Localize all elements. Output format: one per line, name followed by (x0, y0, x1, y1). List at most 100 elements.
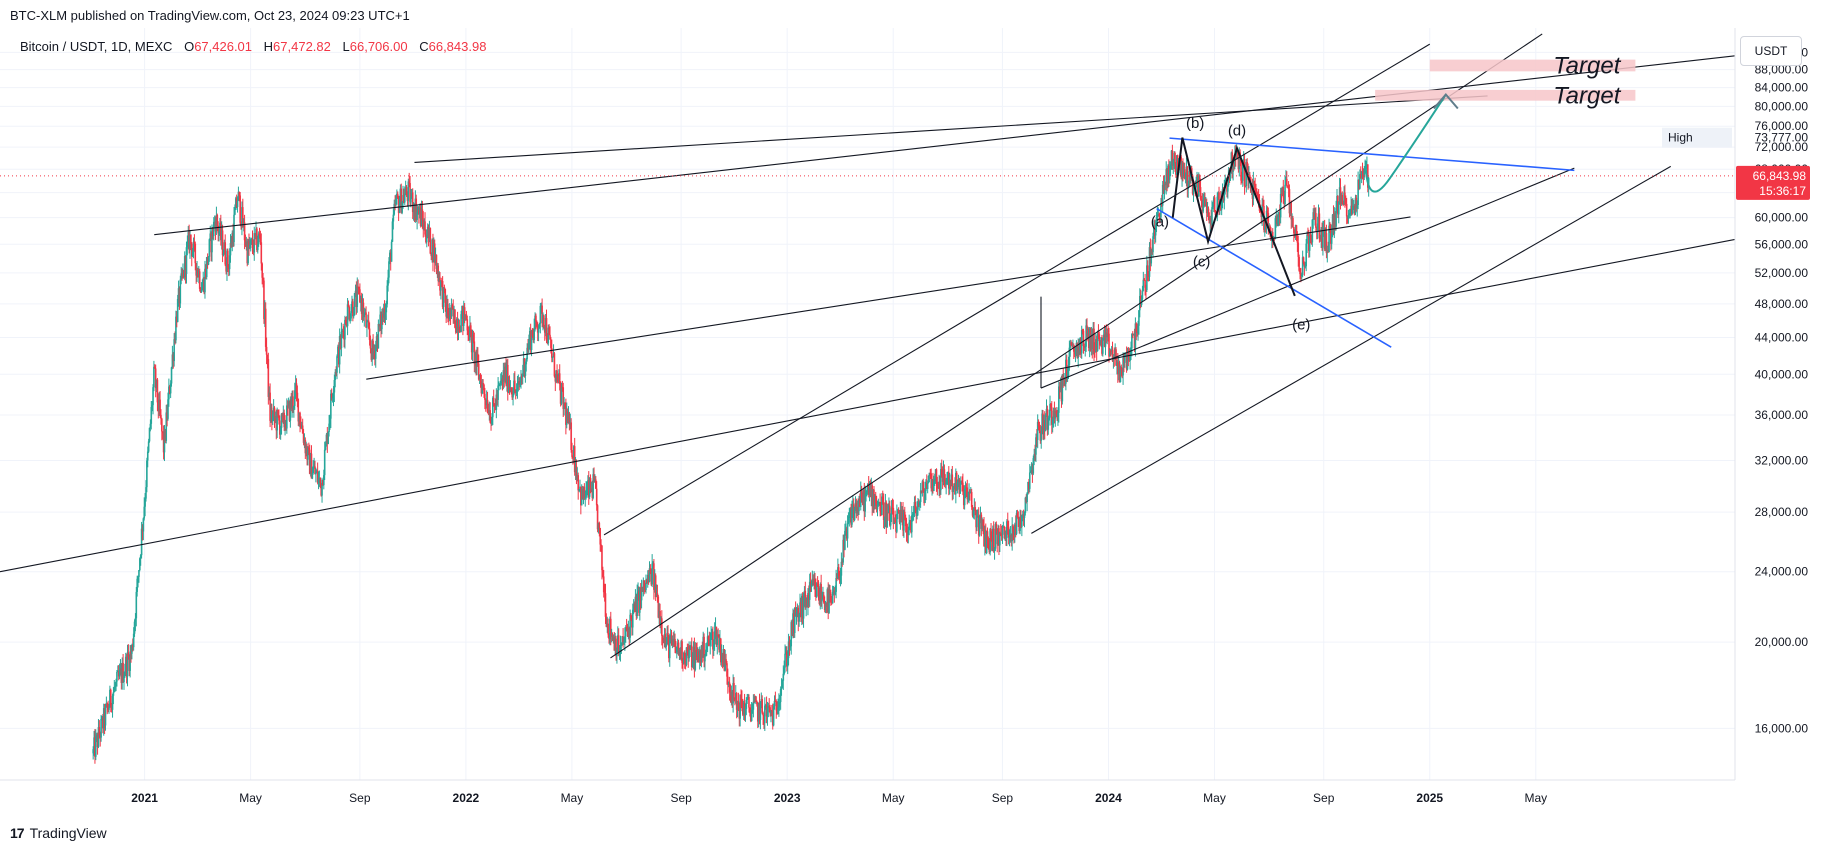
candle-body (190, 243, 193, 257)
tradingview-footer[interactable]: 17 TradingView (10, 825, 107, 841)
candle-body (933, 478, 936, 482)
candle-body (313, 466, 315, 468)
candle-body (680, 641, 682, 659)
currency-button[interactable]: USDT (1740, 36, 1802, 66)
candle-body (317, 478, 320, 483)
candle-body (691, 661, 694, 668)
y-tick-label: 48,000.00 (1755, 297, 1809, 311)
candle-body (315, 470, 318, 473)
candle-body (290, 399, 293, 409)
candle-body (170, 367, 173, 384)
candle-body (694, 650, 697, 670)
candle-body (255, 228, 257, 237)
candle-body (700, 645, 703, 663)
candle-body (1143, 279, 1146, 281)
candle-body (1304, 266, 1307, 268)
symbol-title[interactable]: Bitcoin / USDT, 1D, MEXC (20, 39, 173, 54)
candle-body (374, 344, 377, 359)
candle-body (351, 301, 353, 312)
candle-body (1204, 198, 1206, 206)
annotations: Target Target (a) (b) (c) (d) (e) (0, 52, 1735, 334)
target-zone (1429, 59, 1636, 72)
candle-body (912, 512, 915, 515)
candle-body (181, 273, 183, 276)
candle-body (1255, 189, 1257, 194)
candle-body (315, 472, 317, 475)
candle-body (450, 304, 453, 317)
candle-body (1105, 332, 1108, 338)
candle-body (1279, 193, 1282, 218)
candle-body (274, 415, 277, 419)
candle-body (561, 386, 564, 388)
candle-body (1241, 180, 1243, 182)
candle-body (586, 488, 588, 490)
candle-body (1075, 342, 1078, 348)
candle-body (262, 277, 264, 281)
candle-body (625, 627, 628, 629)
candle-body (1300, 275, 1303, 277)
candle-body (508, 384, 511, 388)
y-tick-label: 24,000.00 (1755, 565, 1809, 579)
candle-body (151, 405, 153, 407)
candle-body (866, 490, 868, 492)
candle-body (597, 522, 600, 530)
candle-body (273, 407, 276, 419)
candle-body (212, 227, 214, 237)
candle-body (738, 709, 741, 719)
candle-body (697, 651, 699, 657)
candle-body (574, 466, 577, 473)
candle-body (356, 286, 359, 308)
candle-body (1024, 497, 1027, 513)
close-label: C (419, 39, 429, 54)
candle-body (591, 488, 594, 498)
high-marker-value: 73,777.00 (1755, 131, 1809, 145)
candle-body (1036, 421, 1039, 440)
candle-body (1136, 332, 1138, 334)
candle-body (1122, 357, 1124, 376)
candle-body (683, 652, 685, 664)
candle-body (179, 279, 182, 304)
candle-body (302, 433, 305, 443)
candle-body (839, 575, 842, 581)
candle-body (1068, 347, 1071, 365)
candle-body (1225, 178, 1227, 180)
candle-body (309, 453, 312, 474)
candle-body (1343, 192, 1345, 205)
y-tick-label: 56,000.00 (1755, 237, 1809, 251)
candle-body (1356, 205, 1359, 209)
x-tick-label: 2025 (1416, 791, 1443, 805)
candle-body (272, 407, 275, 415)
candle-body (471, 334, 474, 353)
time-axis[interactable]: 2021 May Sep 2022 May Sep 2023 May Sep 2024 May Sep… (0, 779, 1735, 805)
candle-body (1050, 403, 1052, 408)
candle-body (1043, 420, 1046, 431)
candle-body (114, 686, 116, 688)
candle-body (153, 366, 155, 388)
candle-body (867, 483, 869, 491)
publish-info: BTC-XLM published on TradingView.com, Oc… (10, 8, 410, 23)
candle-body (580, 486, 582, 506)
candle-body (1080, 338, 1082, 354)
candle-body (944, 482, 947, 485)
candle-body (585, 489, 587, 498)
candle-body (482, 382, 484, 385)
price-axis[interactable]: 92,000.0088,000.0084,000.0080,000.0076,0… (1662, 28, 1810, 780)
candle-body (1120, 366, 1123, 371)
candle-body (1082, 330, 1085, 347)
candle-body (903, 511, 906, 520)
candle-body (926, 482, 929, 489)
candle-body (971, 507, 974, 516)
candle-body (955, 472, 958, 490)
candle-body (1031, 470, 1034, 474)
candle-body (491, 417, 493, 424)
candle-body (1175, 155, 1178, 175)
candle-body (267, 359, 270, 397)
candle-body (398, 204, 401, 213)
candle-body (924, 490, 926, 504)
candle-body (802, 597, 805, 619)
candle-body (703, 636, 705, 662)
candle-body (506, 364, 508, 385)
candle-body (497, 385, 499, 400)
candle-body (1008, 537, 1011, 539)
